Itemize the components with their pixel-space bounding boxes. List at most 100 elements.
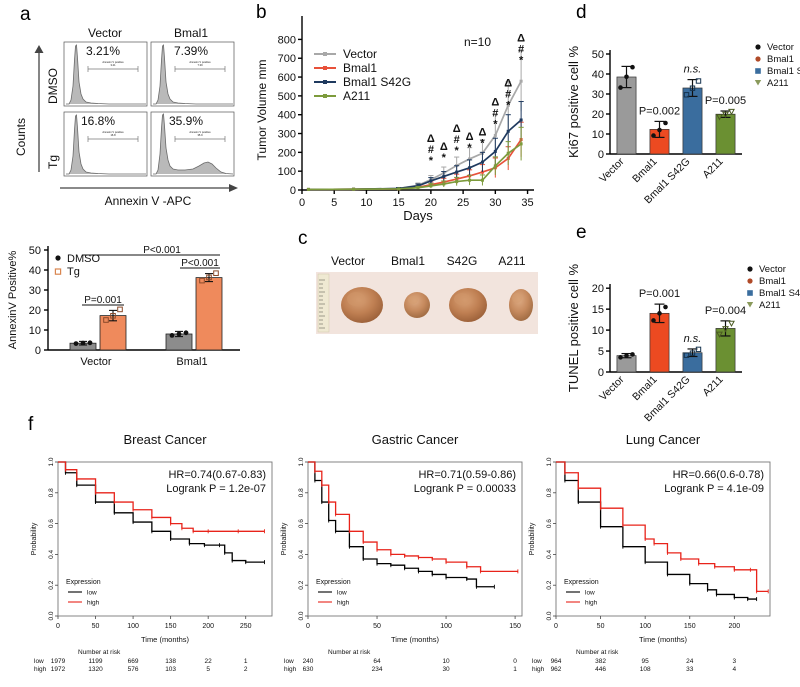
svg-text:Bmal1 S42G: Bmal1 S42G <box>343 75 411 89</box>
svg-text:962: 962 <box>551 666 562 673</box>
ki67-bar-svg: 0 10 20 30 40 50 Ki67 positive cell % Vector P=0… <box>566 42 800 206</box>
svg-text:1.0: 1.0 <box>48 457 55 466</box>
svg-text:250: 250 <box>240 623 252 630</box>
svg-text:1.0: 1.0 <box>298 457 305 466</box>
svg-text:2: 2 <box>244 666 248 673</box>
svg-text:Δ: Δ <box>453 123 461 135</box>
svg-text:Number at risk: Number at risk <box>328 649 371 656</box>
svg-text:0.4: 0.4 <box>48 550 55 559</box>
svg-text:0.6: 0.6 <box>298 519 305 528</box>
svg-text:669: 669 <box>128 658 139 665</box>
panel-f-label: f <box>28 414 34 435</box>
svg-text:P<0.001: P<0.001 <box>181 258 219 269</box>
svg-text:Expression: Expression <box>316 579 351 586</box>
svg-text:50: 50 <box>592 49 604 61</box>
svg-text:P=0.002: P=0.002 <box>639 105 680 117</box>
svg-text:0: 0 <box>35 345 41 357</box>
svg-text:40: 40 <box>29 265 41 277</box>
svg-text:10: 10 <box>592 129 604 141</box>
svg-text:Logrank P = 1.2e-07: Logrank P = 1.2e-07 <box>166 483 266 495</box>
svg-text:high: high <box>337 600 350 607</box>
svg-text:1: 1 <box>244 658 248 665</box>
panel-a-bar-chart: 0 10 20 30 40 50 AnnexinV Positive% Vector Bmal1… <box>2 228 250 388</box>
svg-text:150: 150 <box>509 623 521 630</box>
svg-text:1972: 1972 <box>51 666 66 673</box>
panel-a-row-header-dmso: DMSO <box>46 68 60 104</box>
svg-text:Vector: Vector <box>343 47 377 61</box>
panel-d: d 0 10 20 30 40 50 Ki67 positive cell % Vector P… <box>546 2 800 218</box>
svg-text:P=0.005: P=0.005 <box>705 95 746 107</box>
svg-text:300: 300 <box>278 129 296 141</box>
panel-a-row-header-tg: Tg <box>46 154 60 169</box>
panel-e: e 0 5 10 15 20 TUNEL positive cell % Vector P=0… <box>546 222 800 424</box>
svg-text:1199: 1199 <box>89 658 103 665</box>
svg-text:0: 0 <box>306 623 310 630</box>
panel-c-sample-label-a211: A211 <box>498 254 526 268</box>
svg-text:10: 10 <box>29 325 41 337</box>
svg-text:Probability: Probability <box>529 522 536 555</box>
panel-c-sample-label-bmal1: Bmal1 <box>390 254 425 268</box>
svg-text:Expression: Expression <box>564 579 599 586</box>
panel-a-y-axis-label: Counts <box>14 117 28 156</box>
svg-text:25: 25 <box>457 197 469 209</box>
svg-text:576: 576 <box>128 666 139 673</box>
svg-text:Δ: Δ <box>466 131 474 143</box>
svg-text:*: * <box>519 55 524 67</box>
svg-text:1: 1 <box>513 666 517 673</box>
svg-text:Number at risk: Number at risk <box>78 649 121 656</box>
svg-text:A211: A211 <box>767 78 788 89</box>
svg-text:Δ: Δ <box>440 141 448 153</box>
svg-text:0: 0 <box>598 149 604 161</box>
svg-text:0.2: 0.2 <box>48 580 55 589</box>
svg-text:*: * <box>493 119 498 131</box>
svg-text:50: 50 <box>29 245 41 257</box>
panel-d-label: d <box>576 2 587 23</box>
svg-text:20: 20 <box>425 197 437 209</box>
svg-text:Gastric Cancer: Gastric Cancer <box>372 432 459 447</box>
svg-text:100: 100 <box>639 623 651 630</box>
km-plot-lung: Lung Cancer 0.0 0.2 0.4 0.6 0.8 1.0 0 50 100 150 20… <box>529 432 771 673</box>
svg-text:0: 0 <box>513 658 517 665</box>
svg-text:*: * <box>480 137 485 149</box>
panel-b: b 0 100 200 300 400 500 600 700 800 0 5 10 15 20 25 30 3… <box>252 2 544 224</box>
svg-text:108: 108 <box>640 666 651 673</box>
panel-b-label: b <box>256 2 267 23</box>
panel-c-sample-label-s42g: S42G <box>446 254 478 268</box>
svg-text:800: 800 <box>278 34 296 46</box>
svg-text:150: 150 <box>165 623 177 630</box>
svg-text:*: * <box>429 155 434 167</box>
svg-text:16.8: 16.8 <box>110 133 116 137</box>
panel-a-col-header-vector: Vector <box>87 26 123 40</box>
svg-text:low: low <box>34 658 44 665</box>
svg-text:240: 240 <box>303 658 314 665</box>
svg-text:600: 600 <box>278 72 296 84</box>
svg-text:Annexin V positive: Annexin V positive <box>189 60 211 64</box>
svg-text:3: 3 <box>733 658 737 665</box>
svg-text:high: high <box>87 600 100 607</box>
svg-text:33: 33 <box>686 666 694 673</box>
svg-text:1.0: 1.0 <box>546 457 553 466</box>
svg-text:Time (months): Time (months) <box>391 635 440 644</box>
svg-text:30: 30 <box>489 197 501 209</box>
svg-text:35: 35 <box>521 197 533 209</box>
svg-text:Breast Cancer: Breast Cancer <box>123 432 207 447</box>
svg-text:138: 138 <box>165 658 176 665</box>
panel-a: a Vector Bmal1 Counts DMSO Tg Annexin V … <box>8 4 248 219</box>
panel-c: c Vector Bmal1 S42G A211 <box>296 228 546 368</box>
svg-text:Days: Days <box>403 208 433 223</box>
panel-c-tumor-photo <box>316 272 538 334</box>
svg-text:95: 95 <box>642 658 650 665</box>
svg-text:4: 4 <box>733 666 737 673</box>
svg-text:A211: A211 <box>700 374 725 399</box>
svg-text:234: 234 <box>372 666 383 673</box>
svg-text:0.4: 0.4 <box>546 550 553 559</box>
svg-text:Annexin V positive: Annexin V positive <box>102 130 124 134</box>
svg-text:P=0.001: P=0.001 <box>84 295 122 306</box>
svg-text:24: 24 <box>686 658 694 665</box>
svg-text:Ki67 positive cell %: Ki67 positive cell % <box>566 46 581 158</box>
svg-text:HR=0.66(0.6-0.78): HR=0.66(0.6-0.78) <box>673 469 764 481</box>
svg-text:50: 50 <box>92 623 100 630</box>
svg-text:high: high <box>585 600 598 607</box>
svg-text:50: 50 <box>373 623 381 630</box>
svg-text:Lung Cancer: Lung Cancer <box>626 432 701 447</box>
